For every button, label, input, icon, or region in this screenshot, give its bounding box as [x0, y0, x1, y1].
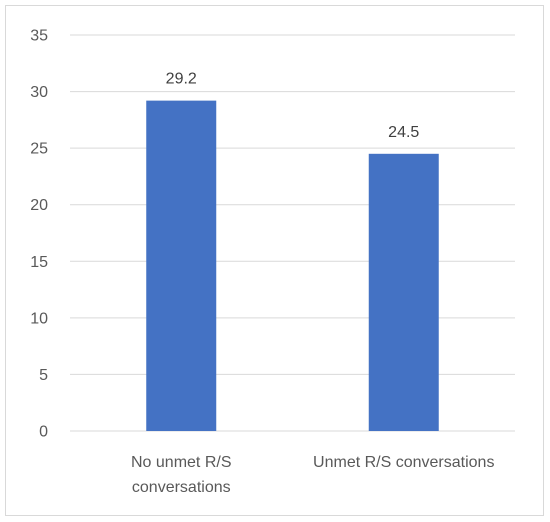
data-label-2: 24.5: [388, 124, 419, 141]
y-tick-label-20: 20: [30, 197, 48, 214]
x-category-label-1-line-2: conversations: [132, 479, 231, 496]
x-category-label-1-line-1: No unmet R/S: [131, 454, 231, 471]
bars: [146, 100, 439, 432]
y-tick-label-0: 0: [39, 424, 48, 441]
x-category-label-2: Unmet R/S conversations: [313, 454, 494, 471]
bar-1: [146, 100, 217, 431]
y-tick-label-10: 10: [30, 310, 48, 327]
y-axis-tick-labels: 0 5 10 15 20 25 30 35: [30, 28, 48, 441]
data-label-1: 29.2: [166, 71, 197, 88]
x-category-label-1: No unmet R/S conversations: [131, 454, 231, 496]
x-category-label-2-line-1: Unmet R/S conversations: [313, 454, 494, 471]
chart-border: [5, 5, 544, 516]
y-tick-label-30: 30: [30, 84, 48, 101]
y-tick-label-15: 15: [30, 254, 48, 271]
bar-2: [368, 153, 439, 432]
gridlines: [70, 34, 515, 432]
data-labels: 29.2 24.5: [166, 71, 420, 141]
y-tick-label-5: 5: [39, 367, 48, 384]
y-tick-label-25: 25: [30, 141, 48, 158]
x-axis-category-labels: No unmet R/S conversations Unmet R/S conve…: [131, 454, 494, 496]
y-tick-label-35: 35: [30, 28, 48, 45]
